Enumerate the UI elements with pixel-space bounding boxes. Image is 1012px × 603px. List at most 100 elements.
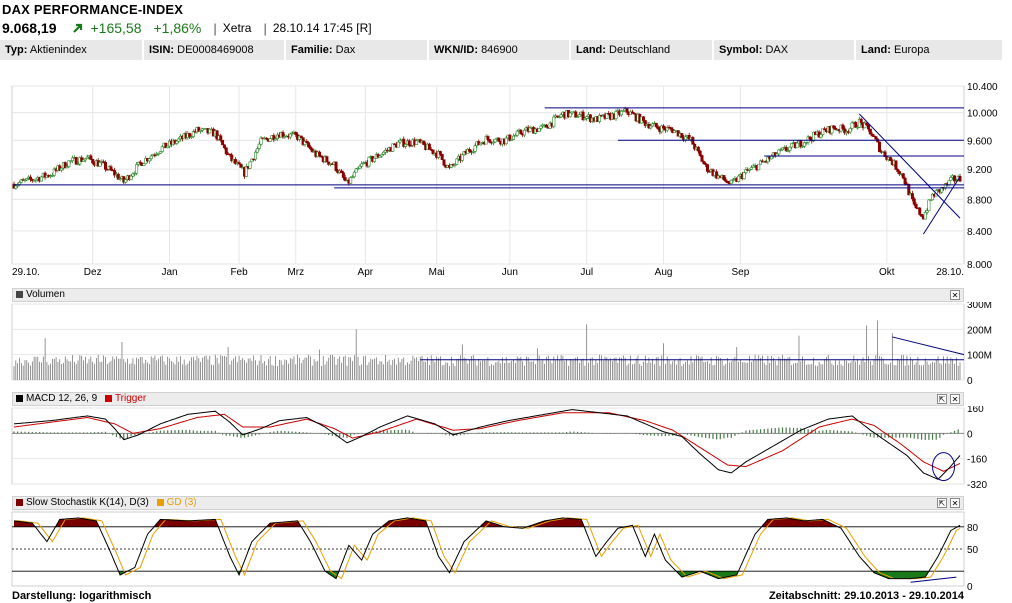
close-icon[interactable]: ✕	[950, 394, 960, 404]
candle-body	[189, 136, 193, 138]
candle	[669, 126, 673, 132]
candle	[621, 109, 625, 112]
candle	[142, 163, 146, 166]
expand-icon[interactable]: ⇱	[937, 394, 947, 404]
candle	[896, 168, 900, 174]
candle	[149, 154, 153, 161]
macd-panel-header: MACD 12, 26, 9 Trigger ⇱ ✕	[12, 392, 964, 406]
volume-chart: 300M 200M 100M 0	[11, 302, 992, 386]
candle	[757, 163, 761, 171]
candle	[598, 113, 602, 124]
candle-body	[440, 153, 444, 160]
candle	[52, 167, 56, 177]
candle	[830, 125, 834, 136]
candle-body	[630, 111, 634, 114]
macd-line	[13, 409, 961, 480]
candle	[310, 147, 314, 153]
candle-body	[788, 146, 792, 151]
candle	[473, 143, 477, 154]
candle	[722, 175, 726, 182]
candle-body	[25, 178, 29, 181]
candle	[160, 145, 164, 153]
candle-body	[471, 151, 475, 153]
candle	[484, 134, 488, 145]
candle	[135, 161, 139, 176]
candle-body	[74, 157, 78, 165]
candle-body	[821, 128, 825, 135]
candle-body	[508, 134, 512, 141]
candle	[155, 151, 159, 157]
candle-body	[219, 135, 223, 141]
candle-body	[133, 172, 137, 175]
oversold-area	[14, 571, 960, 579]
expand-icon[interactable]: ⇱	[937, 498, 947, 508]
candle-body	[888, 157, 892, 161]
candle-body	[693, 143, 697, 150]
candle-body	[751, 165, 755, 168]
candle-body	[124, 179, 128, 183]
candle	[544, 123, 548, 128]
candle-body	[925, 210, 929, 213]
candle-body	[147, 158, 151, 162]
candle-body	[131, 173, 135, 177]
candle	[427, 142, 431, 150]
candle-body	[257, 143, 261, 149]
candle-body	[254, 151, 258, 160]
candle-body	[69, 160, 73, 162]
candle-body	[486, 136, 490, 140]
close-icon[interactable]: ✕	[950, 290, 960, 300]
candle-body	[409, 145, 413, 147]
gd-label: GD (3)	[166, 497, 197, 508]
candle	[795, 140, 799, 149]
candle-body	[898, 171, 902, 175]
candle-body	[643, 120, 647, 126]
candle	[801, 145, 805, 149]
candle	[409, 144, 413, 147]
candle-body	[354, 168, 358, 173]
candle-body	[598, 114, 602, 122]
price-change-percent: +1,86%	[153, 20, 202, 36]
candle	[559, 112, 563, 119]
candle-body	[237, 162, 241, 165]
candle	[215, 129, 219, 142]
candle	[874, 136, 878, 140]
candle-body	[544, 124, 548, 128]
candle-body	[208, 128, 212, 134]
candle-body	[918, 207, 922, 215]
candle	[50, 172, 54, 177]
candle-body	[656, 126, 660, 130]
macd-legend-swatch	[16, 394, 23, 402]
candle	[239, 163, 243, 168]
candle-body	[834, 127, 838, 130]
candle	[131, 172, 135, 178]
candle-body	[175, 140, 179, 144]
candle-body	[23, 179, 27, 181]
candle	[299, 135, 303, 139]
candle-body	[555, 115, 559, 118]
candle-body	[98, 162, 102, 167]
candle-body	[863, 122, 867, 129]
candle	[63, 161, 67, 169]
candle-body	[228, 153, 232, 156]
candle-body	[177, 138, 181, 142]
candle	[552, 114, 556, 129]
candle	[583, 116, 587, 121]
candle	[665, 125, 669, 133]
candle	[28, 174, 32, 182]
candle	[360, 161, 364, 169]
candle	[510, 139, 514, 141]
y-tick-label: 8.000	[967, 260, 992, 271]
candle	[568, 111, 572, 118]
candle-body	[843, 128, 847, 134]
candle	[177, 137, 181, 144]
close-icon[interactable]: ✕	[950, 498, 960, 508]
candle	[352, 170, 356, 179]
candle-body	[191, 131, 195, 137]
candle	[555, 115, 559, 119]
candle-body	[17, 182, 21, 185]
candle	[391, 143, 395, 152]
candle-body	[539, 125, 543, 129]
candle-body	[823, 128, 827, 131]
candle	[698, 149, 702, 157]
candle	[865, 121, 869, 127]
